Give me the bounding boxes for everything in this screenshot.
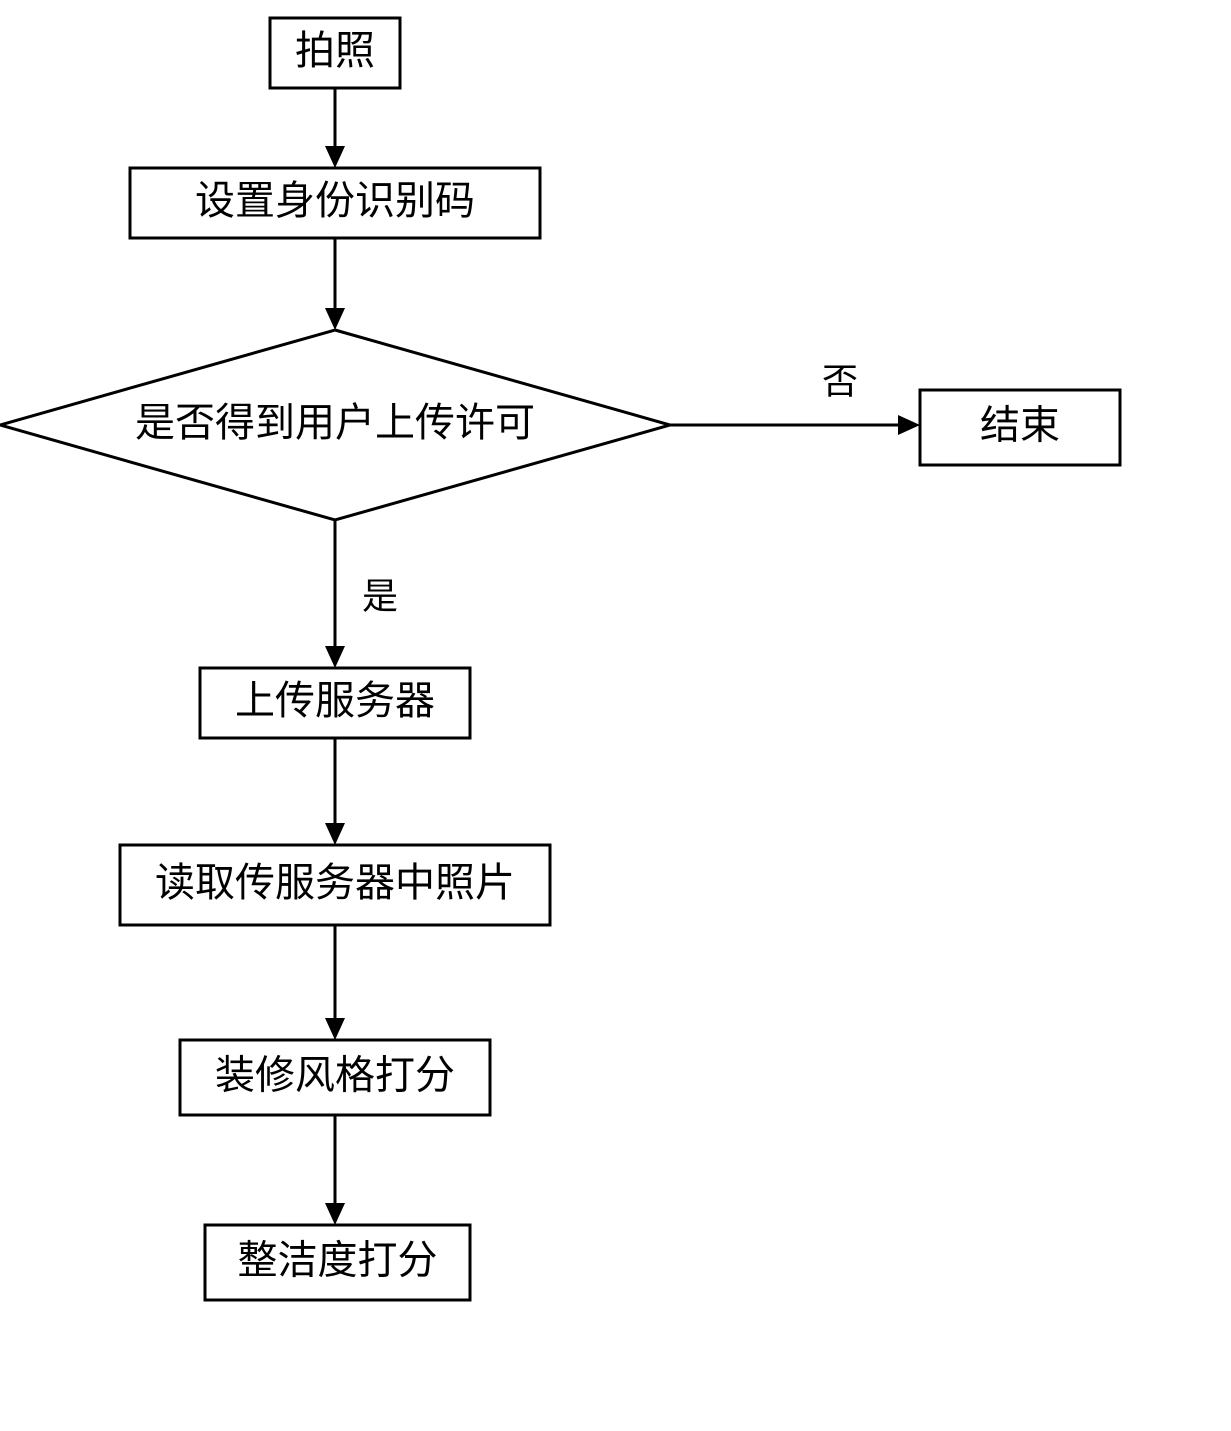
- flow-node-label-n5: 上传服务器: [235, 678, 435, 723]
- flow-node-label-n4: 结束: [980, 403, 1060, 448]
- flow-node-label-n7: 装修风格打分: [215, 1053, 455, 1098]
- flow-node-label-n8: 整洁度打分: [238, 1238, 438, 1283]
- flow-decision-label-n3: 是否得到用户上传许可: [135, 400, 535, 445]
- edge-label-3: 是: [362, 576, 398, 616]
- flow-node-label-n1: 拍照: [295, 28, 375, 73]
- edge-label-2: 否: [822, 361, 858, 401]
- flow-node-label-n2: 设置身份识别码: [195, 178, 475, 223]
- flow-node-label-n6: 读取传服务器中照片: [155, 860, 515, 905]
